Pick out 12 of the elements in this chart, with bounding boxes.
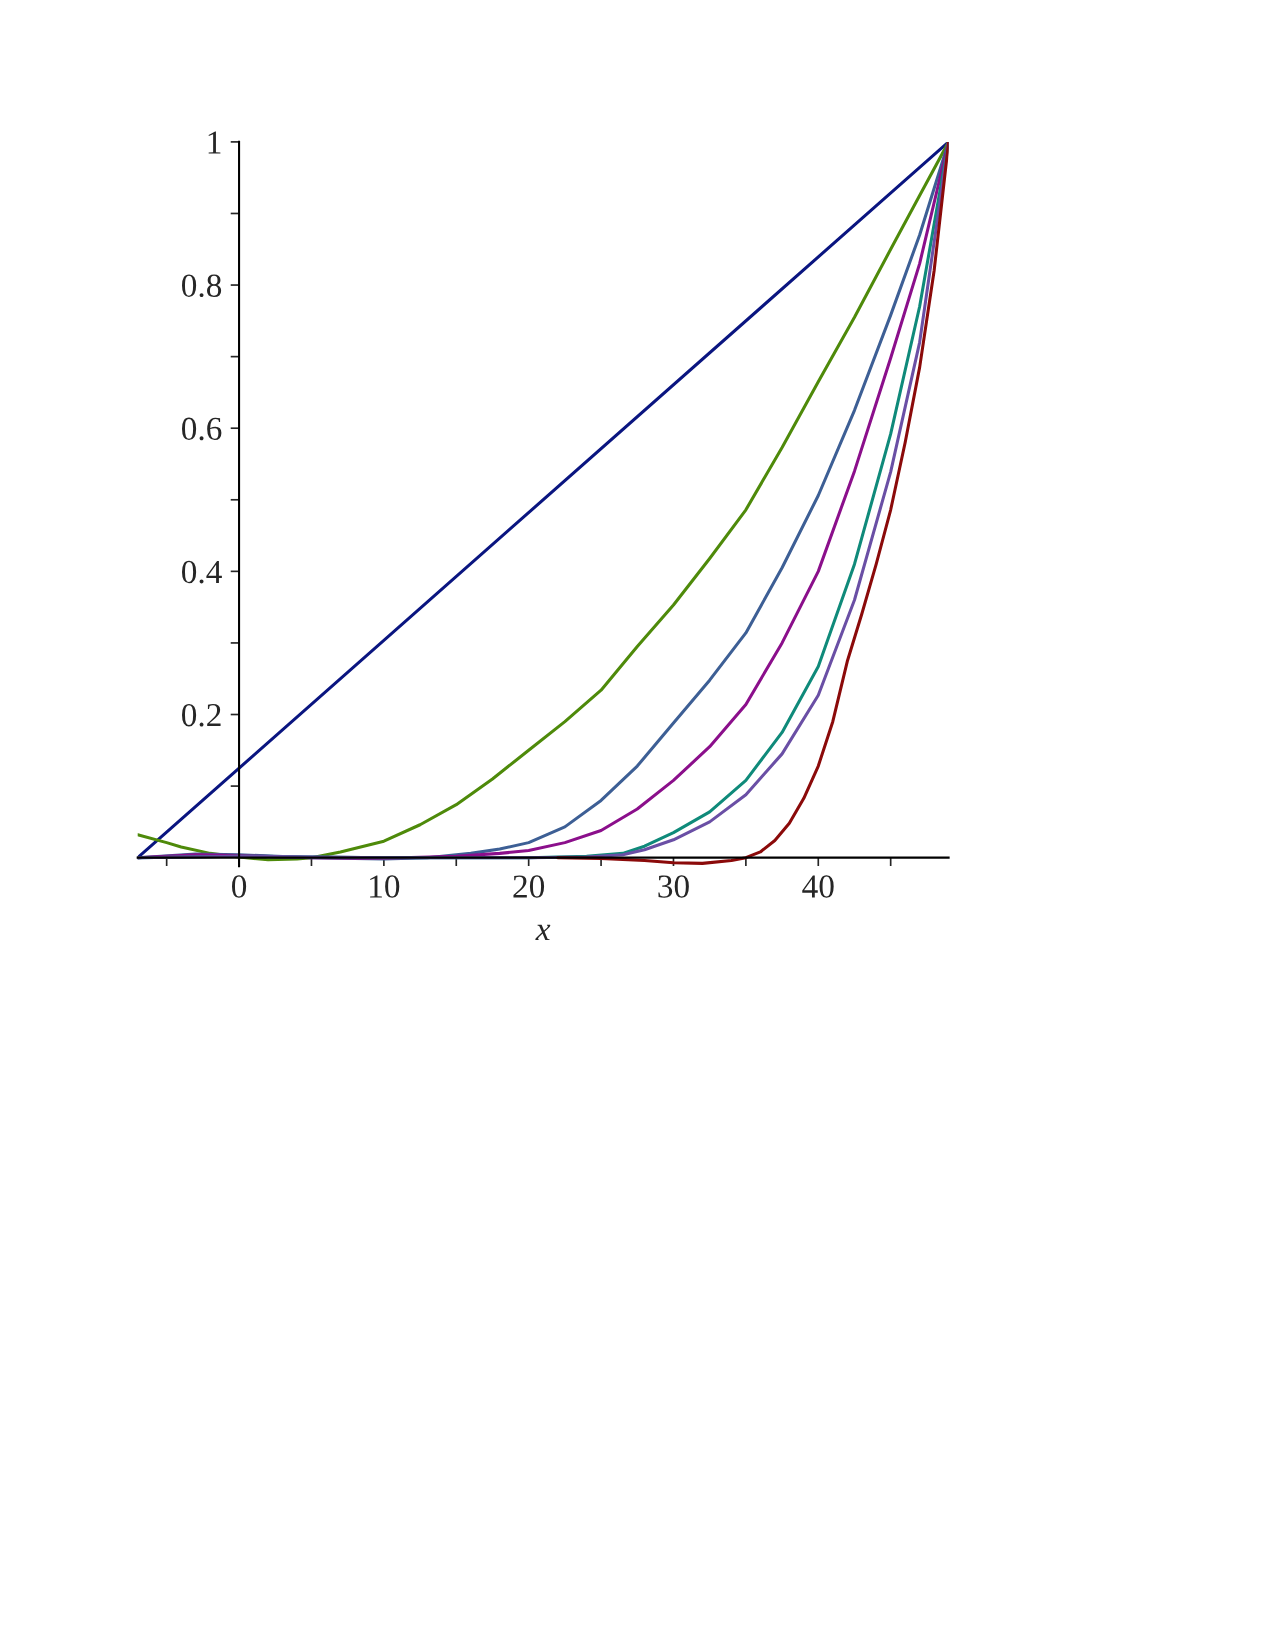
x-tick-label: 20 xyxy=(513,875,545,898)
x-tick-label: 10 xyxy=(370,875,400,898)
line-series xyxy=(556,141,949,865)
y-tick-label: 0.8 xyxy=(182,274,222,298)
x-tick-label: 40 xyxy=(802,875,834,898)
x-axis-title: x xyxy=(535,924,551,941)
y-tick-label: 0.2 xyxy=(182,703,221,727)
x-tick-label: 30 xyxy=(658,875,689,898)
y-tick-label: 0.6 xyxy=(182,417,222,441)
y-tick-label: 0.4 xyxy=(182,560,222,584)
x-tick-label: 0 xyxy=(232,875,247,898)
y-tick-label: 1 xyxy=(208,131,221,154)
